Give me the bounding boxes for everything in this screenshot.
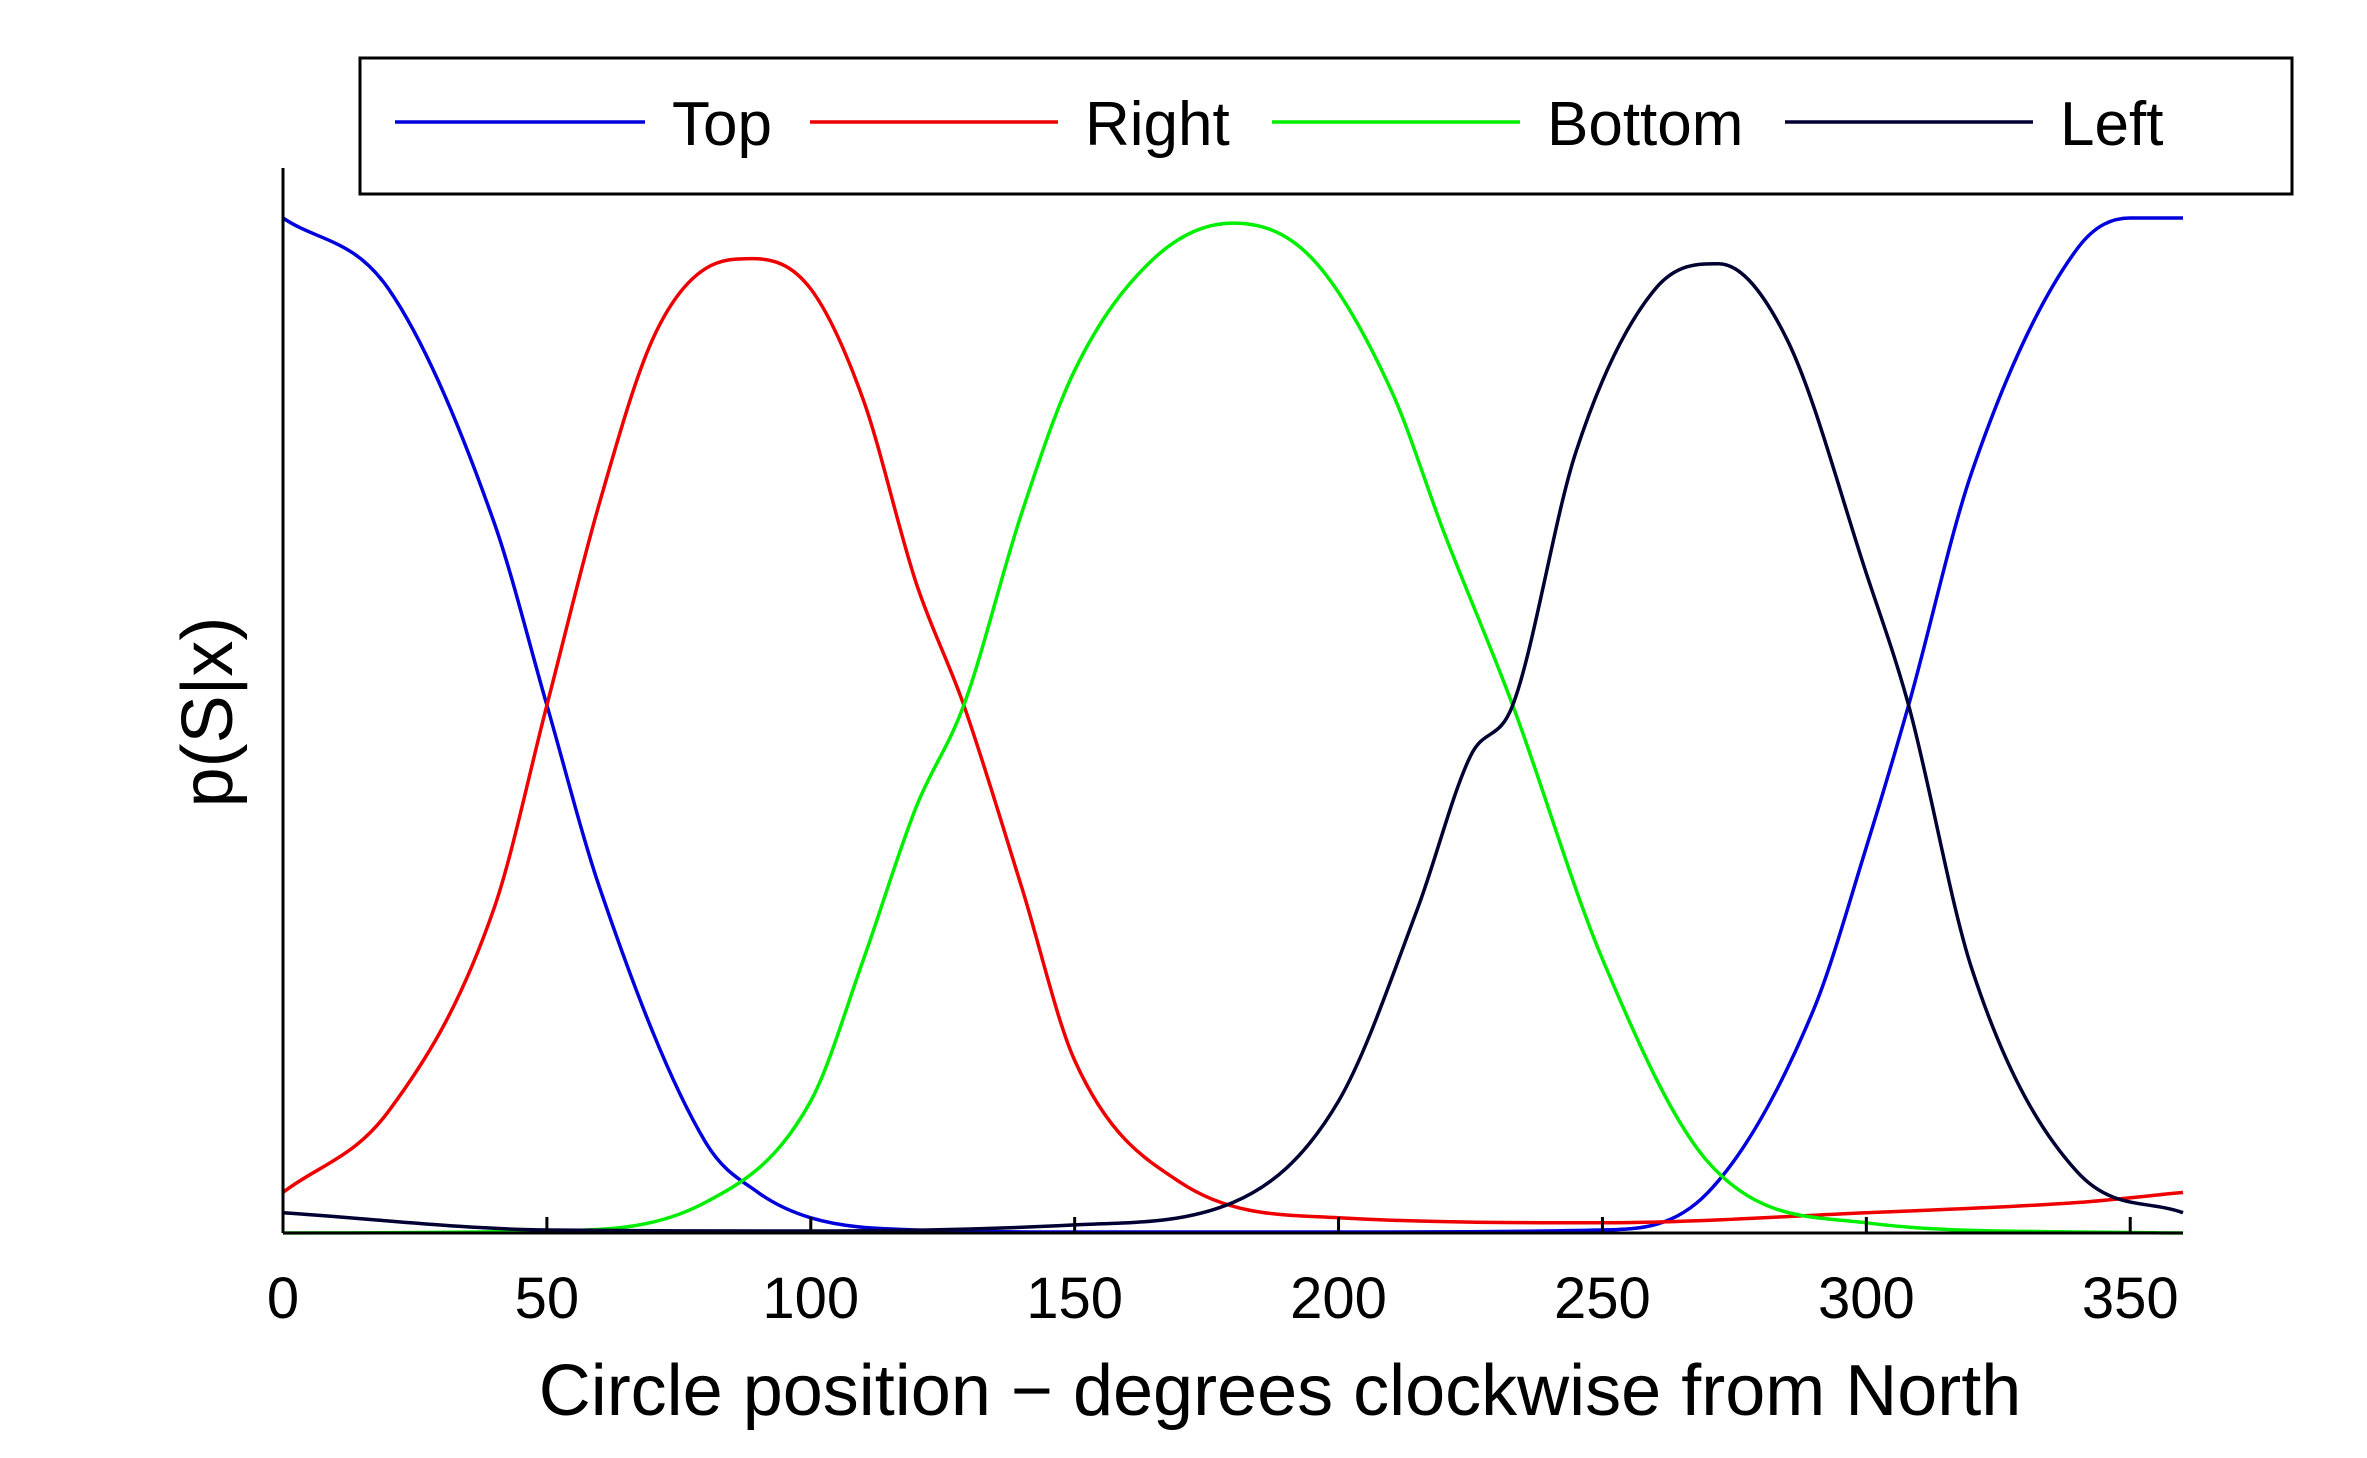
x-tick-label: 250 bbox=[1554, 1266, 1651, 1331]
x-tick-label: 200 bbox=[1290, 1266, 1387, 1331]
x-tick-label: 100 bbox=[762, 1266, 859, 1331]
legend: Top Right Bottom Left bbox=[360, 58, 2292, 194]
x-tick-label: 350 bbox=[2082, 1266, 2179, 1331]
y-axis-title: p(S|x) bbox=[168, 617, 248, 808]
legend-label-bottom: Bottom bbox=[1547, 90, 1743, 159]
series-line-bottom bbox=[283, 223, 2183, 1233]
x-axis-title: Circle position − degrees clockwise from… bbox=[539, 1351, 2022, 1431]
x-tick-label: 0 bbox=[267, 1266, 299, 1331]
plot-lines bbox=[283, 218, 2183, 1233]
legend-label-top: Top bbox=[672, 90, 772, 159]
legend-label-left: Left bbox=[2060, 90, 2163, 159]
legend-box bbox=[360, 58, 2292, 194]
legend-label-right: Right bbox=[1085, 90, 1230, 159]
x-tick-label: 300 bbox=[1818, 1266, 1915, 1331]
x-tick-label: 50 bbox=[515, 1266, 580, 1331]
series-line-top bbox=[283, 218, 2183, 1232]
x-tick-label: 150 bbox=[1026, 1266, 1123, 1331]
